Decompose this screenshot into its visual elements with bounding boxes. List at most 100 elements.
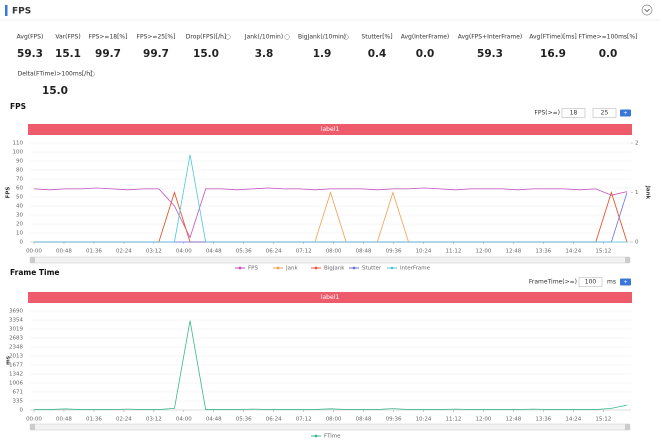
x-tick-label: 02:24: [116, 249, 132, 255]
series-line: [34, 191, 628, 243]
x-tick-label: 12:48: [505, 417, 521, 423]
x-tick-label: 10:24: [416, 417, 432, 423]
info-icon[interactable]: [225, 34, 231, 40]
legend-label[interactable]: Jank: [285, 266, 298, 272]
x-tick-label: 01:36: [86, 249, 102, 255]
banner: [28, 124, 632, 135]
range-slider[interactable]: [29, 256, 631, 264]
x-tick-label: 04:00: [176, 417, 192, 423]
info-icon[interactable]: [284, 34, 290, 40]
apply-button[interactable]: [620, 278, 631, 286]
legend-label[interactable]: FPS: [248, 266, 258, 272]
metric-label: Stutter[%]: [361, 34, 392, 41]
y-tick-label: 110: [13, 141, 24, 147]
y-tick-label: 90: [16, 159, 23, 165]
legend-dot[interactable]: [352, 266, 356, 270]
x-tick-label: 12:48: [505, 249, 521, 255]
y2-axis-label: Jank: [645, 185, 651, 200]
y-tick-label: 1006: [9, 381, 23, 387]
x-tick-label: 02:24: [116, 417, 132, 423]
x-tick-label: 06:24: [266, 249, 282, 255]
y-tick-label: 2683: [9, 336, 23, 342]
threshold-input[interactable]: [578, 277, 603, 287]
section-title: FPS: [10, 102, 26, 111]
x-tick-label: 10:24: [416, 249, 432, 255]
y-tick-label: 3690: [9, 309, 23, 315]
range-slider[interactable]: [29, 423, 631, 431]
legend-dot[interactable]: [314, 266, 318, 270]
y-tick-label: 2013: [9, 353, 23, 359]
legend-label[interactable]: FTime: [324, 434, 341, 440]
y-tick-label: 100: [13, 150, 24, 156]
y-tick-label: 671: [13, 389, 24, 395]
y-tick-label: 80: [16, 168, 23, 174]
slider-handle[interactable]: [30, 424, 35, 430]
metric-label: Avg(InterFrame): [401, 34, 450, 41]
threshold-value: 18: [570, 110, 578, 117]
metric-value: 16.9: [540, 48, 566, 60]
legend-label[interactable]: Stutter: [362, 266, 382, 272]
apply-icon: +: [623, 111, 627, 117]
y-tick-label: 0: [20, 408, 24, 414]
metric-value: 0.0: [416, 48, 435, 60]
y-tick-label: 1677: [9, 363, 23, 369]
section-title: Frame Time: [10, 268, 60, 277]
x-tick-label: 12:00: [476, 249, 492, 255]
x-tick-label: 04:48: [206, 249, 222, 255]
legend-dot[interactable]: [314, 434, 318, 438]
info-icon[interactable]: [89, 71, 95, 77]
x-tick-label: 03:12: [146, 249, 162, 255]
threshold-value: 25: [601, 110, 609, 117]
x-tick-label: 09:36: [386, 249, 402, 255]
metric-value: 0.4: [368, 48, 387, 60]
y-tick-label: 0: [20, 240, 24, 246]
slider-handle[interactable]: [625, 424, 630, 430]
slider-handle[interactable]: [625, 257, 630, 263]
apply-button[interactable]: [620, 109, 631, 117]
series-line: [33, 187, 628, 239]
x-tick-label: 11:12: [446, 249, 462, 255]
y-axis-label: FPS: [6, 187, 12, 199]
y-tick-label: 10: [16, 231, 23, 237]
metric-label: BigJank(/10min): [298, 34, 346, 41]
legend-dot[interactable]: [276, 266, 280, 270]
y2-tick-label: 1: [635, 190, 639, 196]
y-tick-label: 70: [16, 177, 23, 183]
legend-label[interactable]: InterFrame: [400, 266, 431, 272]
legend-label[interactable]: BigJank: [324, 266, 345, 272]
x-tick-label: 08:00: [326, 417, 342, 423]
threshold-unit: ms: [607, 279, 616, 286]
slider-handle[interactable]: [30, 257, 35, 263]
x-tick-label: 14:24: [565, 417, 581, 423]
legend-dot[interactable]: [390, 266, 394, 270]
metric-label: FPS>=25[%]: [137, 34, 176, 41]
y-tick-label: 335: [13, 399, 24, 405]
metric-label: Var(FPS): [55, 34, 80, 41]
metric-value: 1.9: [313, 48, 332, 60]
metric-label: Avg(FPS+InterFrame): [458, 34, 522, 41]
y-tick-label: 30: [16, 213, 23, 219]
x-tick-label: 00:00: [26, 249, 42, 255]
banner: [28, 292, 632, 303]
series-line: [34, 192, 628, 243]
threshold-label: FPS(>=): [534, 110, 560, 117]
threshold-input[interactable]: [592, 108, 617, 118]
metric-label: Avg(FPS): [17, 34, 44, 41]
toggle-icon: [644, 8, 650, 13]
x-tick-label: 01:36: [86, 417, 102, 423]
metric-value: 59.3: [477, 48, 503, 60]
info-icon[interactable]: [343, 34, 349, 40]
metric-value: 59.3: [17, 48, 43, 60]
y-tick-label: 1342: [9, 371, 23, 377]
metric-value: 15.0: [193, 48, 219, 60]
collapse-toggle[interactable]: [641, 4, 653, 16]
legend-dot[interactable]: [238, 266, 242, 270]
metric-label: Drop(FPS)[/h]: [186, 34, 227, 41]
x-tick-label: 08:48: [356, 417, 372, 423]
threshold-input[interactable]: [561, 108, 586, 118]
x-tick-label: 04:00: [176, 249, 192, 255]
metric-label: Jank(/10min): [244, 34, 283, 41]
y2-tick-label: 0: [635, 240, 639, 246]
y-tick-label: 50: [16, 195, 23, 201]
